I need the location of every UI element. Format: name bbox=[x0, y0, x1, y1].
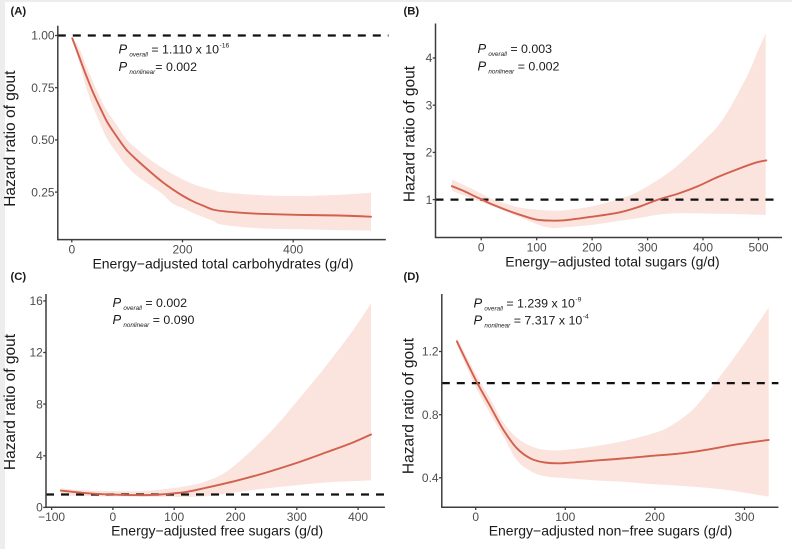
svg-text:100: 100 bbox=[164, 510, 184, 524]
svg-text:400: 400 bbox=[693, 241, 713, 255]
svg-text:Hazard ratio of gout: Hazard ratio of gout bbox=[402, 65, 419, 202]
svg-text:0.8: 0.8 bbox=[422, 408, 439, 422]
svg-text:4: 4 bbox=[426, 51, 433, 65]
svg-text:Energy−adjusted total sugars (: Energy−adjusted total sugars (g/d) bbox=[505, 254, 719, 270]
svg-text:0: 0 bbox=[36, 501, 43, 515]
svg-text:(B): (B) bbox=[404, 6, 420, 18]
svg-text:3: 3 bbox=[426, 98, 433, 112]
svg-text:0: 0 bbox=[68, 243, 75, 257]
svg-text:400: 400 bbox=[283, 243, 303, 257]
svg-text:200: 200 bbox=[172, 243, 192, 257]
svg-text:(D): (D) bbox=[404, 271, 420, 283]
svg-text:Energy−adjusted free sugars (g: Energy−adjusted free sugars (g/d) bbox=[111, 523, 323, 539]
svg-text:Energy−adjusted total carbohyd: Energy−adjusted total carbohydrates (g/d… bbox=[92, 256, 353, 272]
svg-text:0: 0 bbox=[110, 510, 117, 524]
svg-text:Hazard ratio of gout: Hazard ratio of gout bbox=[2, 333, 19, 470]
svg-text:Hazard ratio of gout: Hazard ratio of gout bbox=[401, 337, 418, 474]
svg-text:0: 0 bbox=[478, 241, 485, 255]
svg-text:500: 500 bbox=[748, 241, 768, 255]
svg-text:300: 300 bbox=[734, 510, 754, 524]
svg-text:100: 100 bbox=[555, 510, 575, 524]
svg-text:100: 100 bbox=[527, 241, 547, 255]
svg-text:200: 200 bbox=[582, 241, 602, 255]
svg-text:1: 1 bbox=[426, 193, 433, 207]
svg-text:0: 0 bbox=[472, 510, 479, 524]
svg-text:0.25: 0.25 bbox=[31, 185, 55, 199]
svg-text:−100: −100 bbox=[38, 510, 65, 524]
svg-text:(C): (C) bbox=[11, 271, 27, 283]
svg-text:300: 300 bbox=[287, 510, 307, 524]
svg-text:200: 200 bbox=[225, 510, 245, 524]
svg-text:12: 12 bbox=[29, 346, 43, 360]
svg-text:(A): (A) bbox=[11, 6, 27, 18]
svg-text:4: 4 bbox=[36, 449, 43, 463]
svg-text:8: 8 bbox=[36, 397, 43, 411]
svg-text:0.4: 0.4 bbox=[422, 471, 439, 485]
svg-text:300: 300 bbox=[638, 241, 658, 255]
svg-text:400: 400 bbox=[348, 510, 368, 524]
svg-text:Hazard ratio of gout: Hazard ratio of gout bbox=[2, 70, 19, 207]
svg-text:0.50: 0.50 bbox=[31, 133, 55, 147]
svg-text:2: 2 bbox=[426, 146, 433, 160]
svg-text:0.75: 0.75 bbox=[31, 81, 55, 95]
svg-text:1.00: 1.00 bbox=[31, 29, 55, 43]
svg-text:200: 200 bbox=[645, 510, 665, 524]
svg-text:Energy−adjusted non−free sugar: Energy−adjusted non−free sugars (g/d) bbox=[489, 523, 733, 539]
svg-text:1.2: 1.2 bbox=[422, 345, 439, 359]
svg-text:16: 16 bbox=[29, 294, 43, 308]
